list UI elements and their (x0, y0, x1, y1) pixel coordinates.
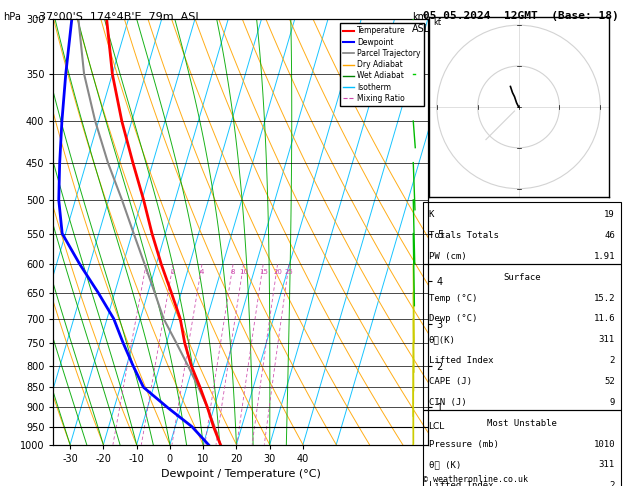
Text: Totals Totals: Totals Totals (428, 231, 499, 240)
Text: 05.05.2024  12GMT  (Base: 18): 05.05.2024 12GMT (Base: 18) (423, 11, 618, 21)
Text: CAPE (J): CAPE (J) (428, 377, 472, 386)
Text: 20: 20 (273, 269, 282, 275)
Text: km
ASL: km ASL (412, 12, 430, 34)
Text: 52: 52 (604, 377, 615, 386)
Text: 311: 311 (599, 335, 615, 344)
Text: 46: 46 (604, 231, 615, 240)
Text: 8: 8 (231, 269, 235, 275)
Text: 1.91: 1.91 (593, 252, 615, 261)
X-axis label: Dewpoint / Temperature (°C): Dewpoint / Temperature (°C) (160, 469, 321, 479)
Text: 19: 19 (604, 210, 615, 219)
Text: 2: 2 (610, 481, 615, 486)
Text: 15.2: 15.2 (593, 294, 615, 302)
Text: LCL: LCL (428, 422, 445, 431)
Text: 11.6: 11.6 (593, 314, 615, 323)
Text: Pressure (mb): Pressure (mb) (428, 440, 499, 449)
Text: K: K (428, 210, 434, 219)
Text: θᴄ (K): θᴄ (K) (428, 460, 461, 469)
Text: kt: kt (433, 18, 441, 27)
Text: © weatheronline.co.uk: © weatheronline.co.uk (423, 474, 528, 484)
Text: 1010: 1010 (593, 440, 615, 449)
Text: 9: 9 (610, 398, 615, 407)
Text: CIN (J): CIN (J) (428, 398, 466, 407)
Legend: Temperature, Dewpoint, Parcel Trajectory, Dry Adiabat, Wet Adiabat, Isotherm, Mi: Temperature, Dewpoint, Parcel Trajectory… (340, 23, 424, 106)
Text: 15: 15 (259, 269, 267, 275)
Text: Dewp (°C): Dewp (°C) (428, 314, 477, 323)
Text: Lifted Index: Lifted Index (428, 481, 493, 486)
Text: PW (cm): PW (cm) (428, 252, 466, 261)
Text: hPa: hPa (3, 12, 21, 22)
Text: Lifted Index: Lifted Index (428, 356, 493, 365)
Text: 2: 2 (171, 269, 175, 275)
Text: Temp (°C): Temp (°C) (428, 294, 477, 302)
Text: 1: 1 (144, 269, 148, 275)
Text: Most Unstable: Most Unstable (487, 419, 557, 428)
Text: 25: 25 (284, 269, 293, 275)
Text: Surface: Surface (503, 273, 540, 282)
Bar (423, 410, 621, 486)
Bar (423, 202, 621, 264)
Text: 2: 2 (610, 356, 615, 365)
Text: -37°00'S  174°4B'E  79m  ASL: -37°00'S 174°4B'E 79m ASL (35, 12, 201, 22)
Text: 311: 311 (599, 460, 615, 469)
Bar (423, 264, 621, 410)
Text: 4: 4 (200, 269, 204, 275)
Text: 10: 10 (239, 269, 248, 275)
Text: θᴄ(K): θᴄ(K) (428, 335, 455, 344)
